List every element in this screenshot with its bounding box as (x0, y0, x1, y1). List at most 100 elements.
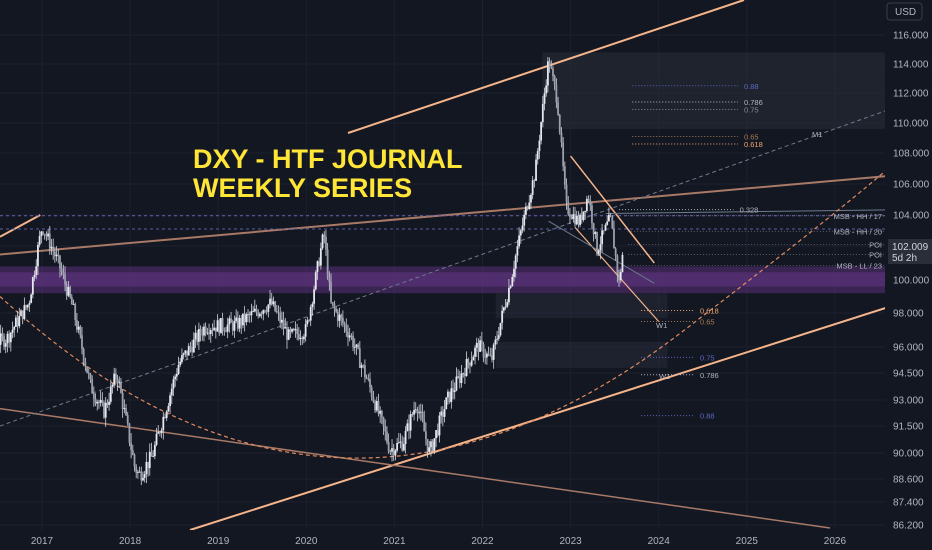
y-tick-label: 86.200 (893, 521, 924, 532)
candle-body (563, 166, 566, 185)
candle-body (553, 75, 556, 85)
candle-body (319, 248, 322, 266)
candle-body (616, 256, 619, 274)
candle-body (353, 347, 356, 348)
candle-body (33, 274, 36, 278)
candle-body (540, 122, 543, 141)
candle-body (267, 304, 270, 312)
candle-body (465, 359, 468, 377)
candle-body (335, 308, 338, 312)
candle-body (274, 301, 277, 311)
candle-body (243, 313, 246, 323)
candle-body (181, 355, 183, 362)
candle-body (64, 274, 66, 285)
fib-label: 0.618 (700, 307, 719, 316)
candle-body (223, 329, 226, 332)
candle-body (40, 231, 43, 236)
candle-body (252, 311, 255, 313)
candle-body (397, 442, 400, 444)
y-tick-label: 94.500 (893, 369, 924, 380)
y-tick-label: 108.000 (893, 149, 930, 160)
candle-body (526, 206, 529, 210)
y-tick-label: 116.000 (893, 31, 929, 42)
candle-body (299, 337, 302, 340)
candle-body (284, 327, 287, 329)
candle-body (343, 323, 346, 325)
candle-body (360, 365, 363, 368)
currency-button[interactable] (886, 2, 923, 21)
candle-body (406, 423, 409, 431)
candle-body (169, 395, 171, 407)
y-tick-label: 114.000 (893, 60, 929, 71)
candle-body (155, 433, 158, 445)
candle-body (311, 303, 314, 308)
demand-zone-core (0, 272, 885, 287)
upper-channel-line (347, 0, 745, 134)
candle-body (479, 340, 482, 352)
candle-body (123, 408, 126, 410)
candle-body (143, 474, 146, 478)
candle-body (160, 430, 163, 434)
candle-body (369, 378, 371, 388)
candle-body (380, 410, 383, 418)
candle-body (423, 420, 426, 432)
candle-body (192, 339, 195, 353)
candle-body (404, 430, 407, 444)
candle-body (77, 326, 80, 330)
candle-body (179, 361, 182, 365)
candle-body (177, 364, 180, 374)
candle-body (277, 311, 280, 313)
candle-body (530, 194, 532, 203)
candle-body (524, 206, 527, 215)
y-tick-label: 104.000 (893, 211, 930, 222)
candle-body (164, 416, 166, 418)
candle-body (401, 441, 404, 451)
candle-body (35, 266, 38, 275)
candle-body (323, 234, 326, 237)
candle-body (341, 317, 344, 324)
candle-body (607, 214, 610, 222)
candle-body (436, 430, 439, 436)
y-tick-label: 106.000 (893, 180, 930, 191)
candle-body (463, 373, 466, 377)
candle-body (165, 411, 168, 418)
candle-body (536, 151, 539, 160)
candle-body (570, 217, 573, 220)
candle-body (357, 344, 360, 349)
candle-body (18, 315, 21, 327)
candle-body (316, 261, 319, 273)
candle-body (543, 93, 546, 104)
time-axis-panel[interactable] (0, 530, 932, 550)
candle-body (140, 471, 143, 481)
candle-body (375, 401, 378, 411)
candle-body (414, 409, 417, 411)
candle-body (301, 337, 304, 340)
candle-body (489, 355, 492, 356)
candle-body (460, 373, 463, 384)
projection-line (548, 220, 655, 284)
candle-body (92, 393, 95, 399)
candle-body (235, 317, 238, 322)
candle-body (328, 277, 331, 282)
candle-body (136, 471, 139, 473)
candle-body (364, 365, 366, 378)
candle-body (28, 303, 31, 305)
candle-body (548, 61, 551, 68)
fib-label: 0.328 (740, 206, 759, 215)
candle-body (186, 350, 188, 356)
candle-body (98, 401, 100, 403)
candle-body (458, 376, 461, 384)
candle-body (433, 438, 436, 451)
candle-body (614, 248, 617, 257)
candle-body (494, 339, 497, 345)
candle-body (569, 213, 571, 218)
candle-body (370, 387, 373, 398)
price-axis-panel[interactable] (885, 0, 932, 550)
candle-body (374, 401, 376, 411)
candle-body (325, 236, 327, 250)
y-tick-label: 93.000 (893, 396, 924, 407)
candle-body (350, 335, 353, 337)
candle-body (159, 432, 161, 434)
candle-body (258, 313, 261, 317)
candle-body (16, 317, 19, 327)
